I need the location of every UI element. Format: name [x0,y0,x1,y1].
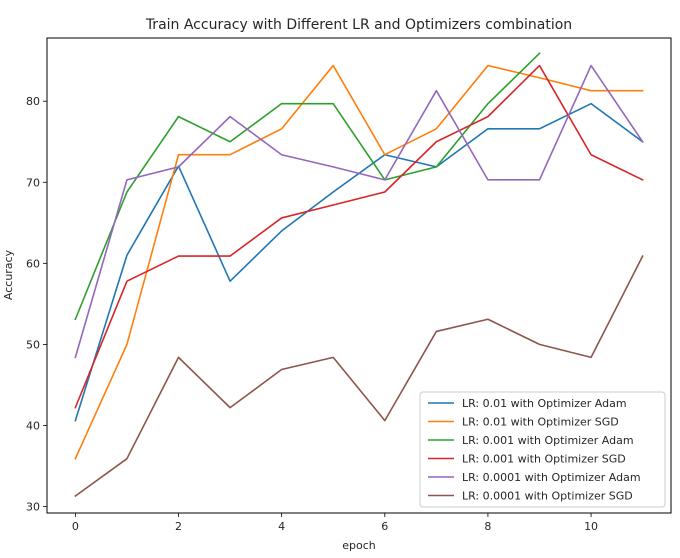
chart-title: Train Accuracy with Different LR and Opt… [145,17,572,33]
x-tick-label: 2 [175,520,182,533]
series-line-4 [74,64,644,359]
y-tick-label: 80 [26,95,40,108]
plot-lines [74,52,644,498]
series-line-0 [74,102,644,422]
x-tick-label: 6 [381,520,388,533]
x-tick-label: 8 [484,520,491,533]
plot-frame [46,37,672,514]
y-axis: 30 40 50 60 70 80 [26,95,47,514]
x-tick-label: 10 [584,520,598,533]
series-line-3 [74,64,644,409]
legend-entry: LR: 0.01 with Optimizer Adam [462,397,627,410]
legend-entry: LR: 0.0001 with Optimizer Adam [462,471,641,484]
legend-entry: LR: 0.01 with Optimizer SGD [462,416,619,429]
legend-entry: LR: 0.001 with Optimizer Adam [462,434,634,447]
series-line-5 [74,254,644,498]
y-tick-label: 40 [26,419,40,432]
y-tick-label: 50 [26,338,40,351]
x-tick-label: 0 [72,520,79,533]
legend-box [419,391,666,508]
y-axis-label: Accuracy [2,249,15,300]
y-tick-label: 70 [26,176,40,189]
y-tick-label: 60 [26,257,40,270]
legend-entry: LR: 0.001 with Optimizer SGD [462,453,626,466]
x-axis-label: epoch [342,539,376,552]
legend: LR: 0.01 with Optimizer Adam LR: 0.01 wit… [419,391,666,508]
legend-entry: LR: 0.0001 with Optimizer SGD [462,490,633,503]
y-tick-label: 30 [26,501,40,514]
x-tick-label: 4 [278,520,285,533]
x-axis: 0 2 4 6 8 10 [72,513,598,533]
